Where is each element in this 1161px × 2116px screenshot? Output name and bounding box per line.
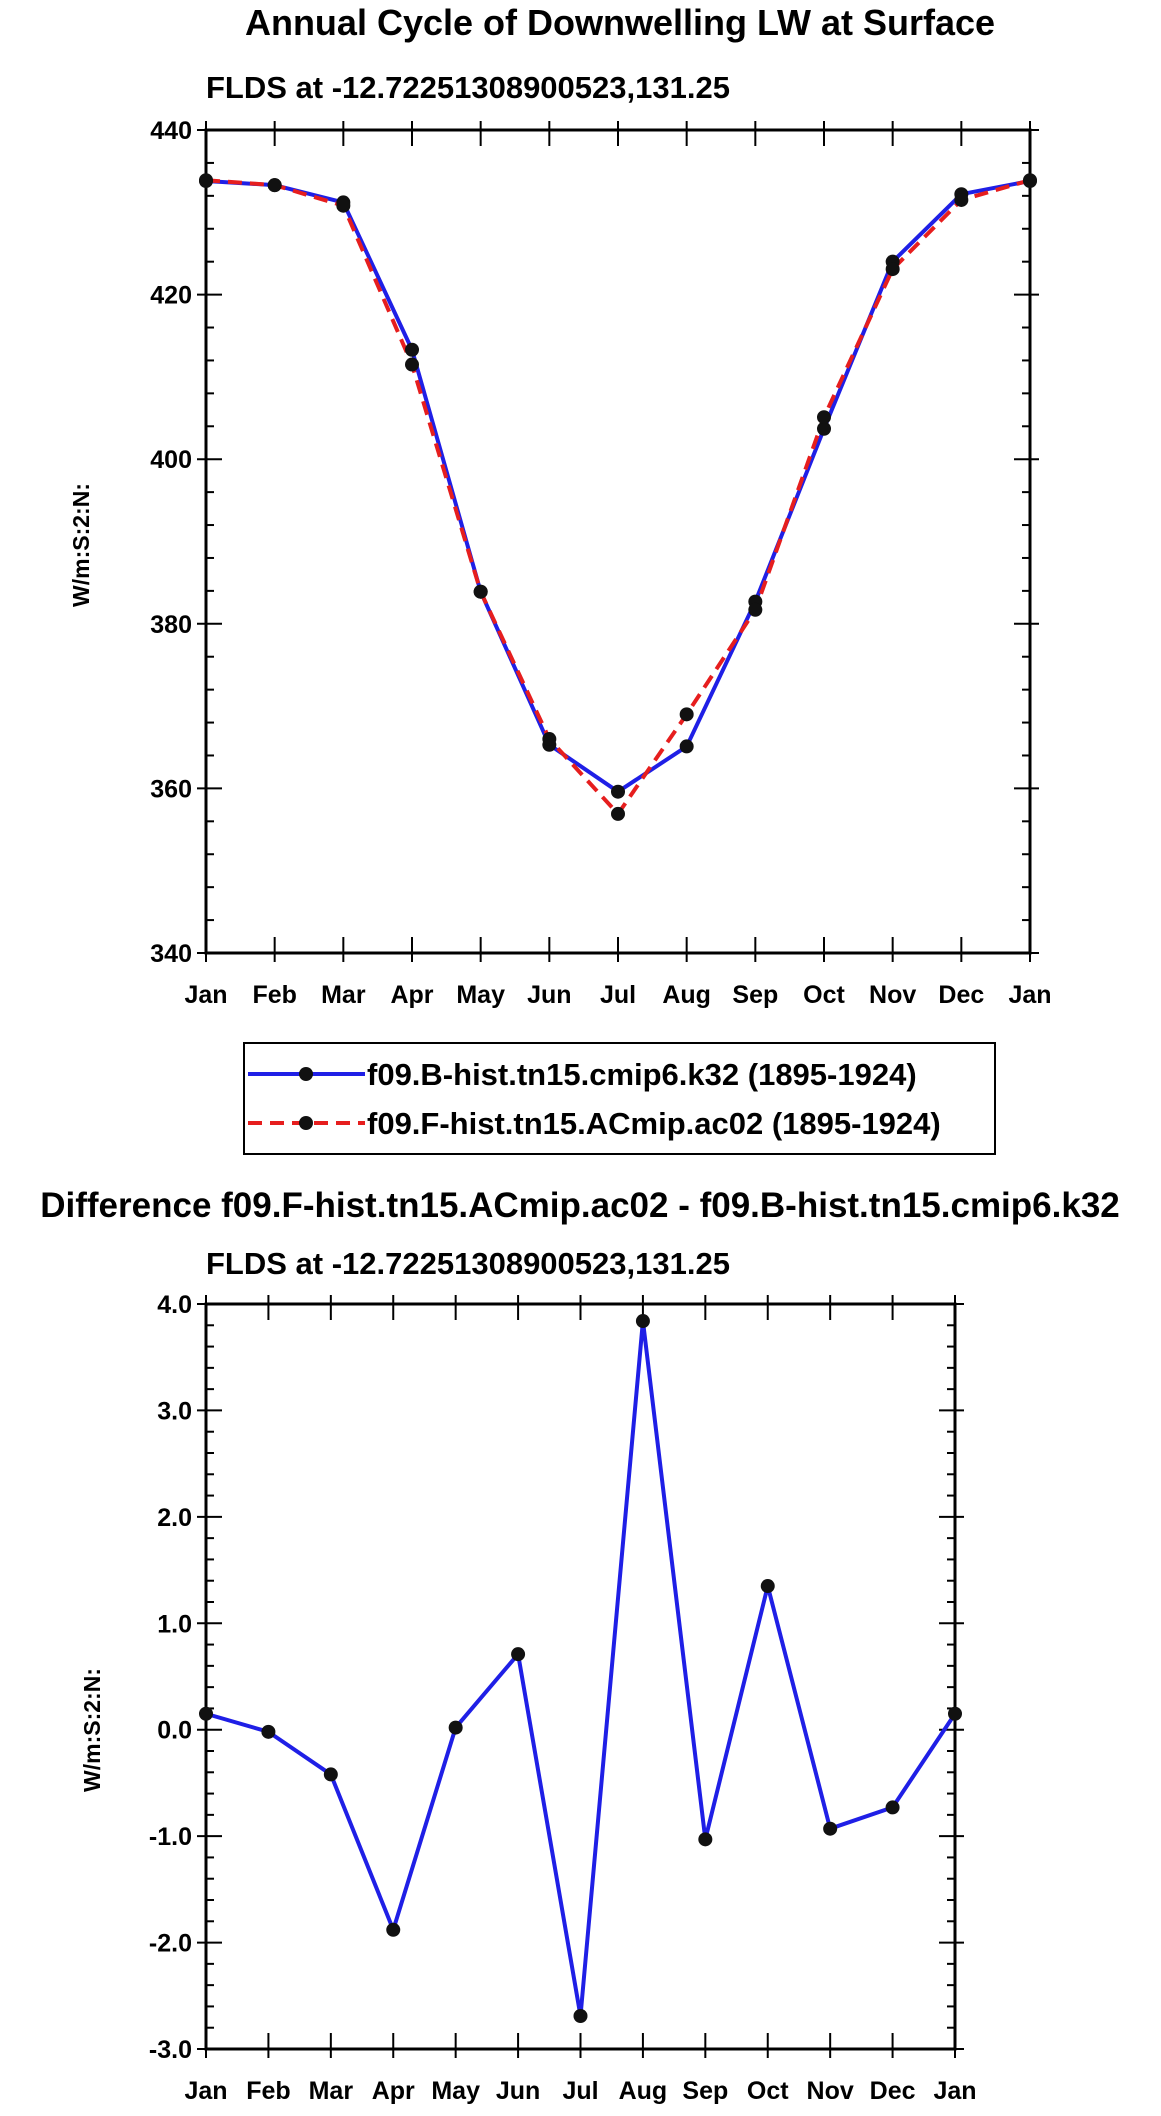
chart2-series-1-point bbox=[698, 1832, 713, 1847]
chart1-frame bbox=[204, 128, 1032, 955]
bottom-chart-ylabel: W/m:S:2:N: bbox=[79, 1668, 105, 1792]
legend-box bbox=[243, 1042, 996, 1155]
chart1-xtick-label: Jun bbox=[527, 981, 571, 1009]
chart2-series-1-point bbox=[199, 1706, 213, 1721]
chart1-xtick-label: Jan bbox=[184, 981, 227, 1009]
chart1-series-2-point bbox=[817, 410, 831, 425]
top-chart-title: Annual Cycle of Downwelling LW at Surfac… bbox=[245, 2, 995, 43]
chart1-ytick-label: 420 bbox=[150, 282, 192, 310]
chart2-xtick-label: Sep bbox=[682, 2077, 728, 2105]
chart2-series-1-point bbox=[386, 1922, 401, 1937]
chart1-series-1-point bbox=[817, 421, 831, 436]
chart2-ytick-label: 1.0 bbox=[157, 1610, 192, 1638]
chart1-series-2-point bbox=[611, 806, 625, 821]
chart2-series-1-point bbox=[885, 1800, 900, 1815]
chart1-series-1-point bbox=[611, 784, 625, 799]
chart1-xtick-label: Jul bbox=[600, 981, 636, 1009]
chart2-series-1-point bbox=[261, 1724, 276, 1739]
bottom-chart-subtitle: FLDS at -12.72251308900523,131.25 bbox=[206, 1246, 730, 1281]
chart2-ytick-label: -3.0 bbox=[149, 2036, 192, 2064]
chart1-series-2-point bbox=[885, 262, 900, 277]
chart2-xtick-label: Apr bbox=[372, 2077, 415, 2105]
chart1-series-2-point bbox=[954, 192, 969, 207]
chart1-xtick-label: Aug bbox=[662, 981, 711, 1009]
chart1-ytick-label: 400 bbox=[150, 446, 192, 474]
chart2-xtick-label: Feb bbox=[246, 2077, 290, 2105]
chart2-xtick-label: Jan bbox=[184, 2077, 227, 2105]
chart2-series-1-point bbox=[323, 1767, 338, 1782]
chart1-xtick-label: Dec bbox=[938, 981, 984, 1009]
legend-marker-series-1 bbox=[299, 1067, 313, 1081]
chart2-ytick-label: -1.0 bbox=[149, 1823, 192, 1851]
chart1-series-1-line bbox=[205, 179, 1031, 794]
chart1-xtick-label: Sep bbox=[732, 981, 778, 1009]
chart2-ytick-label: 3.0 bbox=[157, 1397, 192, 1425]
bottom-plot-area: -3.0 -2.0 -1.0 0.0 1.0 2.0 3.0 4.0 Jan Feb Mar Apr M… bbox=[149, 1291, 977, 2105]
chart2-frame bbox=[204, 1302, 957, 2051]
chart1-series-2-point bbox=[473, 584, 488, 599]
chart1-xtick-label: Jan bbox=[1008, 981, 1051, 1009]
chart2-xtick-label: Aug bbox=[619, 2077, 668, 2105]
chart1-series-2-point bbox=[1023, 173, 1037, 188]
top-chart: Annual Cycle of Downwelling LW at Surfac… bbox=[68, 2, 1052, 1009]
chart1-xtick-label: May bbox=[456, 981, 505, 1009]
chart2-xtick-label: Jul bbox=[562, 2077, 598, 2105]
top-plot-area: 340 360 380 400 420 440 Jan Feb Mar Apr May Jun Jul A… bbox=[150, 117, 1051, 1009]
chart1-ytick-label: 360 bbox=[150, 775, 192, 803]
chart2-series-1-point bbox=[635, 1314, 650, 1329]
chart1-series-2-point bbox=[748, 602, 763, 617]
legend-label-series-1: f09.B-hist.tn15.cmip6.k32 (1895-1924) bbox=[367, 1057, 917, 1092]
chart2-xtick-label: May bbox=[431, 2077, 480, 2105]
chart2-series-1-point bbox=[511, 1647, 526, 1662]
chart2-xtick-label: Jun bbox=[496, 2077, 540, 2105]
chart2-xtick-label: Oct bbox=[747, 2077, 789, 2105]
chart1-series-2-point bbox=[405, 357, 419, 372]
chart2-series-1-point bbox=[760, 1579, 775, 1594]
top-chart-ylabel: W/m:S:2:N: bbox=[68, 483, 94, 607]
legend: f09.B-hist.tn15.cmip6.k32 (1895-1924) f0… bbox=[243, 1042, 996, 1155]
chart2-series-1-point bbox=[448, 1720, 463, 1735]
chart1-xtick-label: Nov bbox=[869, 981, 916, 1009]
chart2-ytick-label: 4.0 bbox=[157, 1291, 192, 1319]
chart1-series-1-point bbox=[405, 342, 419, 357]
chart1-series-2-point bbox=[679, 707, 694, 722]
chart1-series-2-point bbox=[336, 198, 351, 213]
chart1-series-2-line bbox=[205, 178, 1031, 816]
bottom-chart-title: Difference f09.F-hist.tn15.ACmip.ac02 - … bbox=[40, 1186, 1120, 1225]
chart2-xtick-label: Jan bbox=[933, 2077, 976, 2105]
chart2-ytick-label: 0.0 bbox=[157, 1717, 192, 1745]
chart1-ytick-label: 380 bbox=[150, 611, 192, 639]
chart1-xtick-label: Apr bbox=[390, 981, 433, 1009]
chart2-series-1-point bbox=[573, 2009, 588, 2024]
chart1-xtick-label: Mar bbox=[321, 981, 366, 1009]
chart1-ytick-label: 340 bbox=[150, 940, 192, 968]
chart1-xtick-label: Oct bbox=[803, 981, 845, 1009]
chart2-series-1-point bbox=[823, 1821, 838, 1836]
bottom-chart: Difference f09.F-hist.tn15.ACmip.ac02 - … bbox=[40, 1186, 1120, 2105]
legend-marker-series-2 bbox=[299, 1116, 313, 1130]
chart2-xtick-label: Nov bbox=[807, 2077, 854, 2105]
chart2-ytick-label: 2.0 bbox=[157, 1504, 192, 1532]
chart1-ytick-label: 440 bbox=[150, 117, 192, 145]
chart2-xtick-label: Mar bbox=[309, 2077, 354, 2105]
chart2-series-1-point bbox=[948, 1706, 962, 1721]
chart1-series-2-point bbox=[199, 173, 213, 188]
top-chart-subtitle: FLDS at -12.72251308900523,131.25 bbox=[206, 70, 730, 105]
chart1-series-1-point bbox=[679, 739, 694, 754]
chart2-xtick-label: Dec bbox=[870, 2077, 916, 2105]
chart1-series-2-point bbox=[267, 178, 282, 193]
chart2-series-1-line bbox=[205, 1319, 957, 2019]
chart1-series-2-point bbox=[542, 732, 557, 747]
chart2-ytick-label: -2.0 bbox=[149, 1930, 192, 1958]
chart1-xtick-label: Feb bbox=[252, 981, 296, 1009]
legend-label-series-2: f09.F-hist.tn15.ACmip.ac02 (1895-1924) bbox=[367, 1106, 941, 1141]
